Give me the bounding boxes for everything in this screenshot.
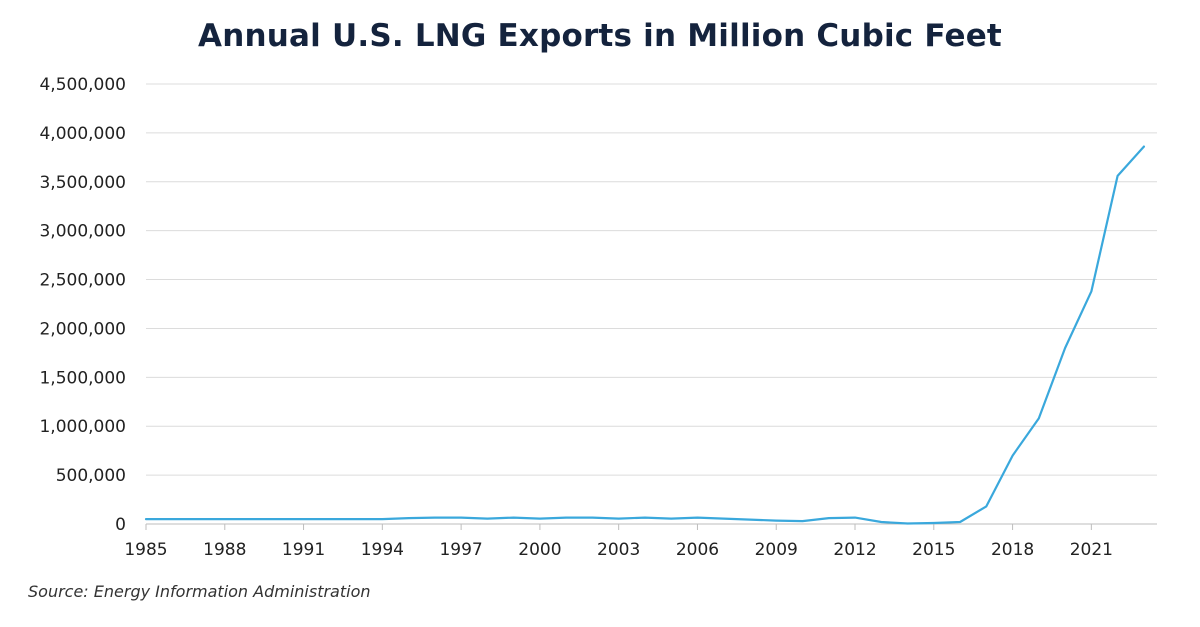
y-tick-label: 500,000 [56, 466, 126, 486]
series-line [144, 145, 1146, 525]
x-tick-label: 1985 [124, 540, 167, 560]
x-tick-label: 1994 [361, 540, 404, 560]
x-tick-label: 2015 [912, 540, 955, 560]
x-tick-label: 2012 [833, 540, 876, 560]
y-tick-label: 0 [115, 515, 126, 535]
x-tick-label: 2009 [755, 540, 798, 560]
source-note: Source: Energy Information Administratio… [28, 582, 371, 601]
chart-title: Annual U.S. LNG Exports in Million Cubic… [198, 18, 1002, 54]
x-tick-label: 1997 [439, 540, 482, 560]
x-tick-label: 1988 [203, 540, 246, 560]
axes [145, 523, 1157, 530]
y-tick-label: 3,500,000 [39, 173, 126, 193]
x-tick-label: 2000 [518, 540, 561, 560]
x-tick-label: 2006 [676, 540, 719, 560]
x-axis-tick-labels: 1985 1988 1991 1994 1997 2000 2003 2006 2009 2012… [124, 540, 1113, 560]
y-tick-label: 1,500,000 [39, 368, 126, 388]
x-tick-label: 2021 [1070, 540, 1113, 560]
y-tick-label: 4,500,000 [39, 75, 126, 95]
y-tick-label: 2,000,000 [39, 319, 126, 339]
y-axis-tick-labels: 0 500,000 1,000,000 1,500,000 2,000,000 2,500… [39, 75, 126, 535]
y-tick-label: 3,000,000 [39, 222, 126, 242]
gridlines [146, 83, 1157, 476]
x-tick-label: 2003 [597, 540, 640, 560]
series [144, 145, 1146, 525]
y-tick-label: 1,000,000 [39, 417, 126, 437]
x-tick-label: 1991 [282, 540, 325, 560]
y-tick-label: 2,500,000 [39, 271, 126, 291]
x-tick-label: 2018 [991, 540, 1034, 560]
y-tick-label: 4,000,000 [39, 124, 126, 144]
